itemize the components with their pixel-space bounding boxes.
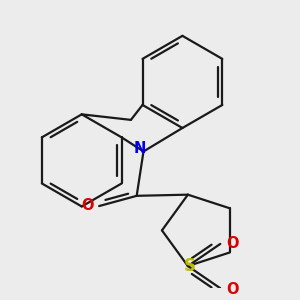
Text: O: O [226,236,239,250]
Text: O: O [81,198,93,213]
Text: S: S [184,257,196,275]
Text: O: O [226,282,239,297]
Text: N: N [134,140,146,155]
